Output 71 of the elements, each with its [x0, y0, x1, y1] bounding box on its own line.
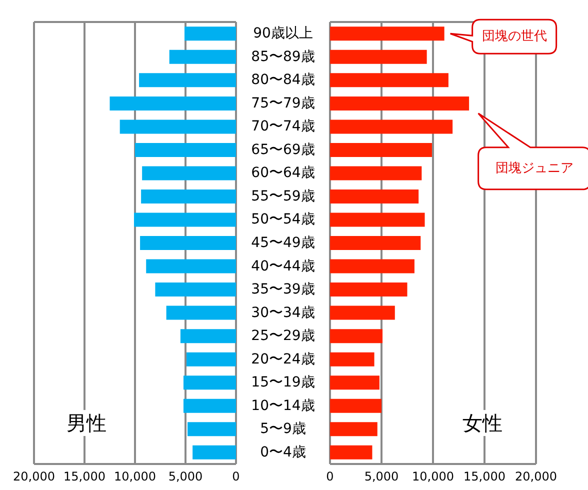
bar: [141, 189, 236, 204]
bar: [330, 282, 408, 297]
y-tick-label: 20〜24歳: [251, 351, 315, 368]
y-tick-label: 90歳以上: [253, 26, 313, 42]
bar: [192, 445, 236, 460]
bar: [330, 166, 422, 180]
x-tick-label: 10,000: [114, 470, 156, 484]
bar: [186, 352, 236, 366]
y-tick-label: 15〜19歳: [251, 374, 315, 391]
bar: [120, 120, 236, 134]
y-tick-label: 10〜14歳: [251, 398, 315, 414]
y-tick-label: 40〜44歳: [251, 258, 315, 274]
bar: [330, 120, 453, 134]
bar: [330, 352, 374, 366]
y-tick-label: 70〜74歳: [251, 118, 315, 135]
bar: [134, 212, 236, 227]
bar: [188, 422, 236, 436]
x-tick-label: 15,000: [464, 470, 506, 484]
bar: [169, 50, 236, 64]
x-tick-label: 0: [326, 470, 334, 484]
bar: [183, 398, 236, 413]
y-tick-label: 30〜34歳: [251, 304, 315, 321]
bar: [330, 212, 425, 227]
bar: [166, 306, 236, 320]
y-tick-label: 45〜49歳: [251, 235, 315, 251]
x-tick-label: 10,000: [412, 470, 454, 484]
bar: [184, 26, 236, 41]
bar: [183, 376, 236, 390]
bar: [330, 376, 380, 390]
y-tick-label: 85〜89歳: [251, 48, 315, 65]
text: 女性: [454, 410, 512, 436]
annotation: 団塊の世代: [482, 29, 547, 44]
y-tick-label: 35〜39歳: [251, 282, 315, 298]
y-tick-label: 80〜84歳: [251, 72, 315, 88]
bar: [146, 259, 236, 274]
bar: [139, 73, 236, 88]
bar: [330, 236, 421, 250]
bar: [330, 189, 419, 204]
x-tick-label: 15,000: [64, 470, 106, 484]
bar: [140, 236, 236, 250]
bar: [330, 26, 444, 41]
x-tick-label: 5,000: [168, 470, 203, 484]
bar: [330, 142, 432, 157]
y-tick-label: 75〜79歳: [251, 95, 315, 112]
bar: [142, 166, 236, 180]
y-tick-label: 55〜59歳: [251, 188, 315, 204]
x-tick-label: 0: [232, 470, 240, 484]
text: 男性: [58, 410, 115, 436]
bar: [135, 142, 236, 157]
bar: [330, 259, 414, 274]
x-tick-label: 5,000: [364, 470, 399, 484]
y-tick-label: 65〜69歳: [251, 142, 315, 158]
bar: [330, 398, 382, 413]
y-tick-label: 0〜4歳: [260, 444, 306, 460]
y-tick-label: 60〜64歳: [251, 165, 315, 182]
bar: [180, 329, 236, 344]
y-tick-label: 50〜54歳: [251, 212, 315, 228]
y-tick-label: 25〜29歳: [251, 328, 315, 344]
bar: [330, 422, 378, 436]
bar: [155, 282, 236, 297]
bar: [330, 445, 372, 460]
bar: [330, 50, 427, 64]
bar: [330, 306, 395, 320]
bar: [330, 96, 470, 110]
x-tick-label: 20,000: [13, 470, 55, 484]
bar: [330, 329, 383, 344]
x-tick-label: 20,000: [515, 470, 557, 484]
y-tick-label: 5〜9歳: [260, 421, 306, 438]
bar: [330, 73, 448, 88]
bar: [110, 96, 236, 110]
annotation: 団塊ジュニア: [495, 160, 574, 176]
